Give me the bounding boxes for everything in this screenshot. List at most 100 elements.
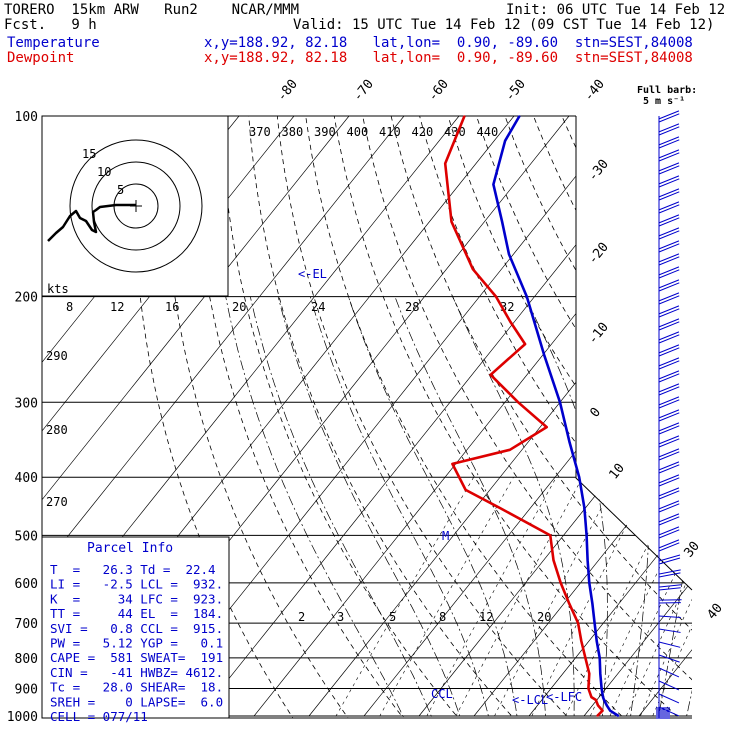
theta-e-label: 420 bbox=[412, 125, 434, 139]
wind-barb-flag bbox=[658, 693, 680, 704]
wind-barb-flag bbox=[658, 318, 680, 328]
temperature-legend-label: Temperature bbox=[7, 35, 100, 51]
dewpoint-point bbox=[463, 115, 466, 117]
wind-barb-flag bbox=[658, 526, 680, 536]
dewpoint-point bbox=[588, 672, 591, 675]
wind-barb-flag bbox=[658, 308, 680, 318]
temperature-point bbox=[595, 640, 598, 642]
wind-barb-flag bbox=[658, 321, 680, 331]
wind-barb-flag bbox=[658, 165, 680, 175]
dry-adiabat-line bbox=[443, 116, 692, 718]
isotherm-label: 40 bbox=[704, 601, 726, 623]
barb-legend-line1: Full barb: bbox=[637, 85, 697, 96]
mixing-ratio-label-lower: 3 bbox=[337, 610, 344, 624]
dewpoint-point bbox=[568, 602, 571, 605]
parcel-info-box: Parcel Info T = 26.3 Td = 22.4LI = -2.5 … bbox=[41, 536, 230, 724]
temperature-profile bbox=[492, 115, 620, 718]
wind-barb bbox=[658, 599, 682, 604]
mixing-ratio-label: 28 bbox=[405, 300, 419, 314]
dewpoint-point bbox=[577, 622, 579, 624]
temperature-point bbox=[603, 699, 605, 701]
dry-adiabat-line bbox=[528, 116, 692, 718]
mixing-ratio-label-lower: 12 bbox=[479, 610, 493, 624]
wind-barb bbox=[658, 279, 680, 292]
mixing-ratio-line bbox=[487, 477, 618, 718]
dewpoint-point bbox=[587, 687, 590, 690]
hodograph-ring-label-15: 15 bbox=[82, 147, 96, 161]
wind-barb bbox=[658, 175, 680, 188]
dewpoint-point bbox=[495, 295, 497, 298]
moist-adiabat-line bbox=[394, 296, 547, 718]
pressure-tick-label: 100 bbox=[15, 110, 38, 125]
wind-barb-flag bbox=[658, 654, 680, 663]
isotherm-line bbox=[198, 116, 680, 717]
theta-e-labels: 370 380 390 400 410 420 430 440 bbox=[249, 125, 498, 139]
dry-adiabat-line bbox=[471, 116, 692, 718]
dewpoint-point bbox=[597, 704, 599, 707]
wind-barb bbox=[658, 526, 680, 539]
wind-barb-flag bbox=[658, 516, 680, 526]
wind-barb-flag bbox=[658, 243, 680, 253]
wind-barb bbox=[658, 188, 680, 201]
annotation-label: <-LFC bbox=[546, 690, 582, 704]
wind-barb-flag bbox=[659, 584, 682, 588]
wind-barb bbox=[658, 266, 680, 279]
wind-barb-flag bbox=[658, 587, 681, 591]
wind-barb-flag bbox=[658, 178, 680, 188]
pressure-tick-label: 300 bbox=[15, 396, 38, 411]
wind-barb-flag bbox=[658, 334, 680, 344]
dewpoint-point bbox=[450, 220, 453, 223]
wind-barb bbox=[658, 569, 681, 578]
dry-adiabat-line bbox=[303, 116, 635, 718]
wind-barb bbox=[658, 214, 680, 227]
wind-barb-flag bbox=[658, 396, 680, 406]
dewpoint-point bbox=[552, 559, 555, 561]
wind-barb-flag bbox=[658, 126, 680, 136]
temperature-point bbox=[583, 507, 586, 509]
pressure-tick-labels: 100 200 300 400 500 600 700 800 900 1000 bbox=[7, 110, 38, 725]
header-init: Init: 06 UTC Tue 14 Feb 12 bbox=[506, 2, 726, 18]
annotation-label: <-LCL bbox=[512, 693, 548, 707]
wind-barb-flag bbox=[658, 279, 680, 289]
wind-barb bbox=[658, 331, 680, 344]
pressure-tick-label: 1000 bbox=[7, 710, 38, 725]
header-valid: Valid: 15 UTC Tue 14 Feb 12 (09 CST Tue … bbox=[293, 17, 715, 33]
pressure-tick-label: 400 bbox=[15, 471, 38, 486]
isotherm-line bbox=[473, 116, 692, 717]
wind-barb-flag bbox=[658, 292, 680, 302]
wind-barb-flag bbox=[658, 667, 680, 678]
mixing-ratio-label: 8 bbox=[66, 300, 73, 314]
wind-barb bbox=[658, 554, 681, 565]
wind-barb-flag bbox=[658, 542, 680, 552]
wind-barb bbox=[658, 201, 680, 214]
wind-barb bbox=[658, 448, 680, 461]
wind-barb-flag bbox=[658, 204, 680, 214]
temperature-point bbox=[586, 559, 589, 561]
dewpoint-point bbox=[517, 401, 519, 404]
isotherm-label: -70 bbox=[350, 77, 376, 105]
wind-barb-flag bbox=[658, 539, 680, 549]
wind-barb bbox=[658, 149, 680, 162]
parcel-info-row: CELL = 077/11 bbox=[50, 709, 148, 724]
wind-barb bbox=[658, 513, 680, 526]
wind-barb-flag bbox=[658, 474, 680, 484]
wind-barb-flag bbox=[658, 487, 680, 497]
dry-adiabat-line bbox=[247, 116, 524, 718]
mixing-ratio-label-lower: 8 bbox=[439, 610, 446, 624]
wind-barb-flag bbox=[659, 599, 682, 601]
dry-adiabat-labels: 290 280 270 bbox=[46, 349, 68, 509]
moist-adiabat-line bbox=[655, 296, 692, 718]
wind-barb bbox=[658, 305, 680, 318]
dewpoint-point bbox=[584, 657, 587, 659]
dewpoint-legend-label: Dewpoint bbox=[7, 50, 75, 66]
annotation-label: CCL bbox=[431, 687, 453, 701]
wind-barb-flag bbox=[658, 500, 680, 510]
wind-barb-flag bbox=[658, 602, 681, 604]
mixing-ratio-line bbox=[525, 477, 652, 718]
wind-barb-flag bbox=[658, 438, 680, 448]
wind-barb-flag bbox=[658, 477, 680, 487]
parcel-info-row: CIN = -41 HWBZ= 4612. bbox=[50, 665, 223, 680]
hodograph: 5 10 15 kts bbox=[41, 115, 229, 297]
temperature-point bbox=[598, 657, 601, 659]
wind-barb-flag bbox=[658, 572, 681, 578]
